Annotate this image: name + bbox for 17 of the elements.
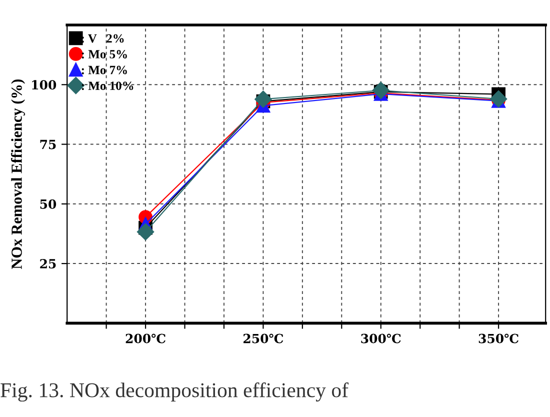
point <box>254 90 272 108</box>
point <box>136 223 154 240</box>
legend-label: : Mo 5% <box>82 50 127 58</box>
caption: Fig. 13. NOx decomposition efficiency of <box>0 382 349 402</box>
legend-label: : Mo 7% <box>82 66 127 74</box>
legend-label: : Mo 10% <box>82 82 134 90</box>
y-axis-title: NOx Removal Efficiency (%) <box>10 80 26 270</box>
x-tick-label: 250℃ <box>244 334 284 344</box>
y-tick-label: 50 <box>40 199 56 209</box>
x-tick-label: 200℃ <box>126 334 166 344</box>
point <box>372 82 390 99</box>
point <box>490 90 508 108</box>
y-tick-label: 25 <box>40 259 56 268</box>
y-tick-label: 75 <box>40 140 56 150</box>
x-tick-label: 300℃ <box>361 334 401 344</box>
y-tick-label: 100 <box>32 80 56 90</box>
x-tick-label: 350℃ <box>478 334 518 344</box>
